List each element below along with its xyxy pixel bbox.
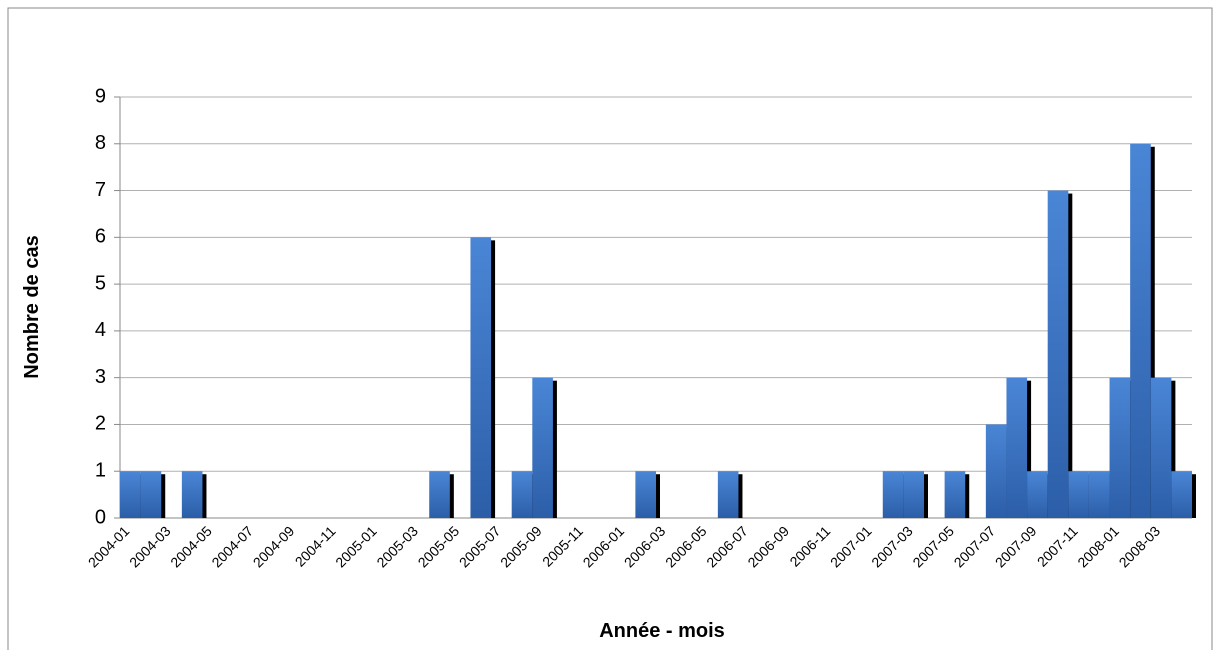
bar: [181, 471, 203, 518]
y-tick-label: 4: [95, 319, 106, 341]
bar: [985, 424, 1007, 518]
x-tick-label: 2008-03: [1116, 523, 1164, 571]
bar: [1006, 377, 1028, 518]
bar: [1109, 377, 1131, 518]
bar: [717, 471, 739, 518]
bar: [882, 471, 904, 518]
x-tick-label: 2006-11: [786, 523, 833, 570]
x-tick-label: 2004-11: [292, 523, 339, 570]
y-tick-label: 1: [95, 460, 106, 482]
bar: [635, 471, 656, 518]
y-tick-label: 3: [95, 366, 106, 388]
x-tick-label: 2007-09: [992, 523, 1040, 571]
x-tick-label: 2007-11: [1034, 523, 1081, 570]
x-tick-label: 2006-05: [662, 523, 710, 571]
x-tick-label: 2006-09: [744, 523, 792, 571]
x-tick-label: 2005-03: [373, 523, 421, 571]
bar: [429, 471, 450, 518]
chart-border: [7, 7, 1213, 655]
x-tick-label: 2006-03: [621, 523, 669, 571]
bar: [140, 471, 162, 518]
y-tick-label: 7: [95, 179, 106, 201]
x-tick-label: 2004-05: [167, 523, 215, 571]
x-tick-label: 2004-01: [85, 523, 133, 571]
bar: [1027, 471, 1048, 518]
x-tick-label: 2007-01: [827, 523, 875, 571]
bar: [1047, 190, 1069, 519]
x-tick-label: 2005-01: [332, 523, 380, 571]
x-tick-label: 2004-07: [208, 523, 256, 571]
x-tick-label: 2006-07: [703, 523, 751, 571]
bar: [1150, 377, 1172, 518]
x-tick-label: 2004-03: [126, 523, 174, 571]
x-tick-label: 2004-09: [250, 523, 298, 571]
y-tick-label: 9: [95, 85, 106, 107]
x-tick-label: 2006-01: [580, 523, 628, 571]
bar: [1088, 471, 1110, 518]
bar: [1171, 471, 1192, 518]
x-tick-label: 2007-07: [951, 523, 999, 571]
x-tick-label: 2007-05: [909, 523, 957, 571]
bar: [1068, 471, 1089, 518]
x-tick-label: 2005-11: [539, 523, 586, 570]
bar: [470, 237, 492, 519]
bar: [532, 377, 553, 518]
bar: [903, 471, 924, 518]
x-tick-label: 2008-01: [1074, 523, 1122, 571]
x-tick-label: 2007-03: [868, 523, 916, 571]
y-axis-label: Nombre de cas: [21, 235, 43, 378]
y-tick-label: 5: [95, 272, 106, 294]
x-axis-label: Année - mois: [599, 620, 725, 642]
y-tick-label: 6: [95, 226, 106, 248]
bar: [511, 471, 533, 518]
x-tick-label: 2005-07: [456, 523, 504, 571]
y-tick-label: 0: [95, 506, 106, 528]
bar: [1130, 143, 1151, 518]
bar: [944, 471, 966, 518]
y-tick-label: 8: [95, 132, 106, 154]
x-tick-label: 2005-05: [415, 523, 463, 571]
bar: [120, 471, 141, 518]
x-tick-label: 2005-09: [497, 523, 545, 571]
y-tick-label: 2: [95, 413, 106, 435]
